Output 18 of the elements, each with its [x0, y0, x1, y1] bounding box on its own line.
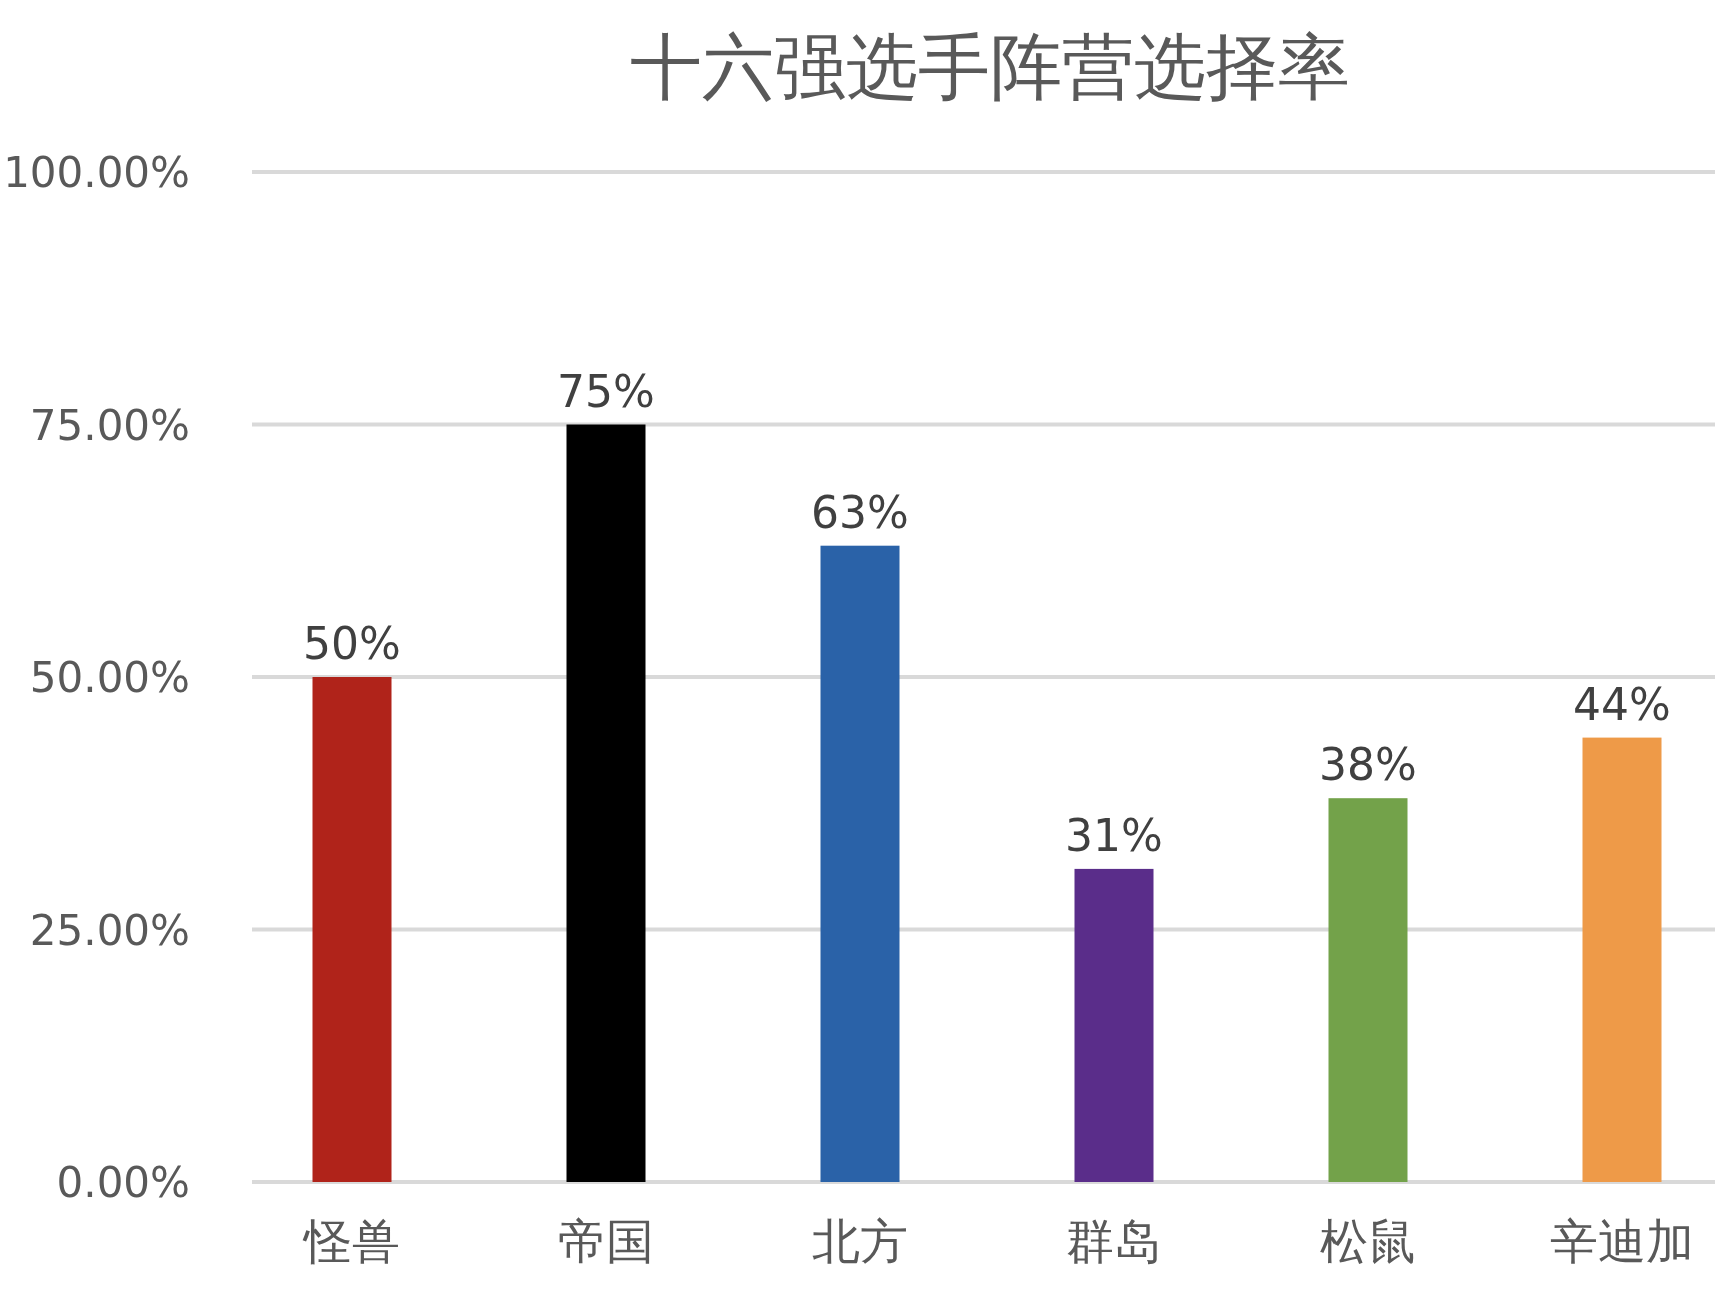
ytick: 25.00%: [29, 905, 190, 955]
ytick: 75.00%: [29, 400, 190, 450]
xtick: 怪兽: [304, 1213, 400, 1269]
ytick: 0.00%: [56, 1158, 190, 1207]
ytick: 100.00%: [3, 148, 190, 197]
data-label: 44%: [1573, 678, 1671, 730]
data-label: 38%: [1319, 739, 1417, 791]
data-label: 63%: [811, 486, 909, 538]
xtick: 松鼠: [1320, 1213, 1416, 1269]
xtick: 群岛: [1066, 1213, 1162, 1269]
xtick: 帝国: [558, 1213, 654, 1269]
data-label: 31%: [1065, 809, 1163, 861]
xtick: 北方: [812, 1213, 908, 1269]
title: 十六强选手阵营选择率: [630, 25, 1350, 109]
ytick: 50.00%: [29, 653, 190, 702]
data-label: 75%: [557, 365, 655, 417]
data-label: 50%: [303, 618, 401, 669]
xtick: 辛迪加: [1550, 1213, 1694, 1269]
